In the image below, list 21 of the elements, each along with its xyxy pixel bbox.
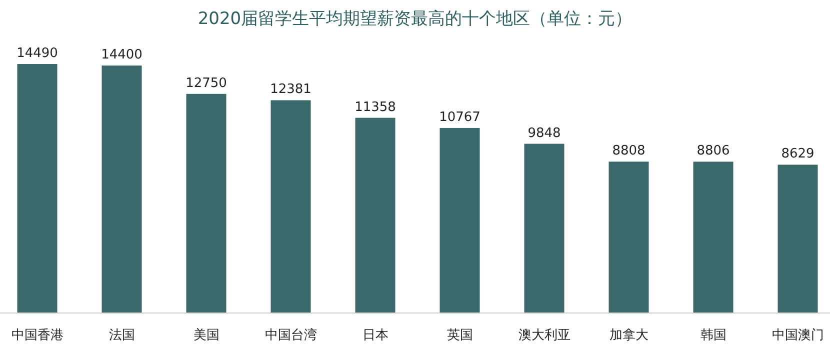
x-tick-label: 美国 — [193, 327, 220, 343]
x-tick-label: 法国 — [108, 328, 135, 343]
x-tick-label: 韩国 — [700, 328, 726, 343]
x-tick-label: 中国香港 — [11, 328, 64, 343]
data-label: 11358 — [354, 100, 396, 115]
data-label: 12381 — [270, 82, 312, 98]
x-tick-label: 加拿大 — [609, 328, 648, 343]
x-tick-label: 中国台湾 — [264, 327, 317, 343]
data-label: 14400 — [101, 48, 142, 63]
data-label: 8808 — [612, 144, 646, 159]
x-tick-label: 英国 — [446, 328, 473, 343]
data-label: 9848 — [528, 126, 561, 141]
data-label: 8806 — [696, 144, 730, 159]
x-tick-label: 澳大利亚 — [518, 328, 570, 343]
data-label: 8629 — [781, 146, 814, 162]
x-tick-label: 日本 — [362, 328, 388, 343]
x-tick-label: 中国澳门 — [772, 327, 824, 343]
data-label: 14490 — [16, 46, 58, 61]
chart-title: 2020届留学生平均期望薪资最高的十个地区（单位：元） — [198, 9, 632, 29]
data-label: 12750 — [186, 76, 227, 91]
data-label: 10767 — [439, 110, 480, 125]
